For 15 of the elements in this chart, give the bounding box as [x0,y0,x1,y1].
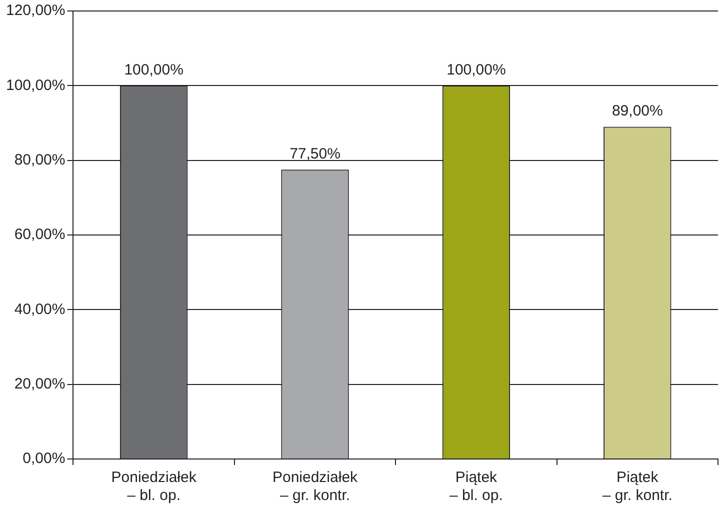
x-tick-label: Piątek – bl. op. [450,469,503,504]
x-tick-label: Piątek – gr. kontr. [602,469,672,504]
data-label: 100,00% [124,61,184,78]
y-tick-label: 100,00% [6,76,66,94]
x-tick-label: Poniedziałek – gr. kontr. [272,469,358,504]
y-tick-label: 40,00% [14,300,66,318]
data-label: 77,50% [290,145,340,162]
data-label: 89,00% [612,102,663,120]
x-tick-label: Poniedziałek – bl. op. [111,469,197,504]
y-tick-label: 20,00% [14,375,66,392]
y-tick-label: 120,00% [6,2,66,20]
data-label: 100,00% [446,61,506,78]
y-tick-label: 80,00% [14,151,66,168]
y-tick-label: 0,00% [22,450,66,468]
y-tick-label: 60,00% [14,226,66,244]
